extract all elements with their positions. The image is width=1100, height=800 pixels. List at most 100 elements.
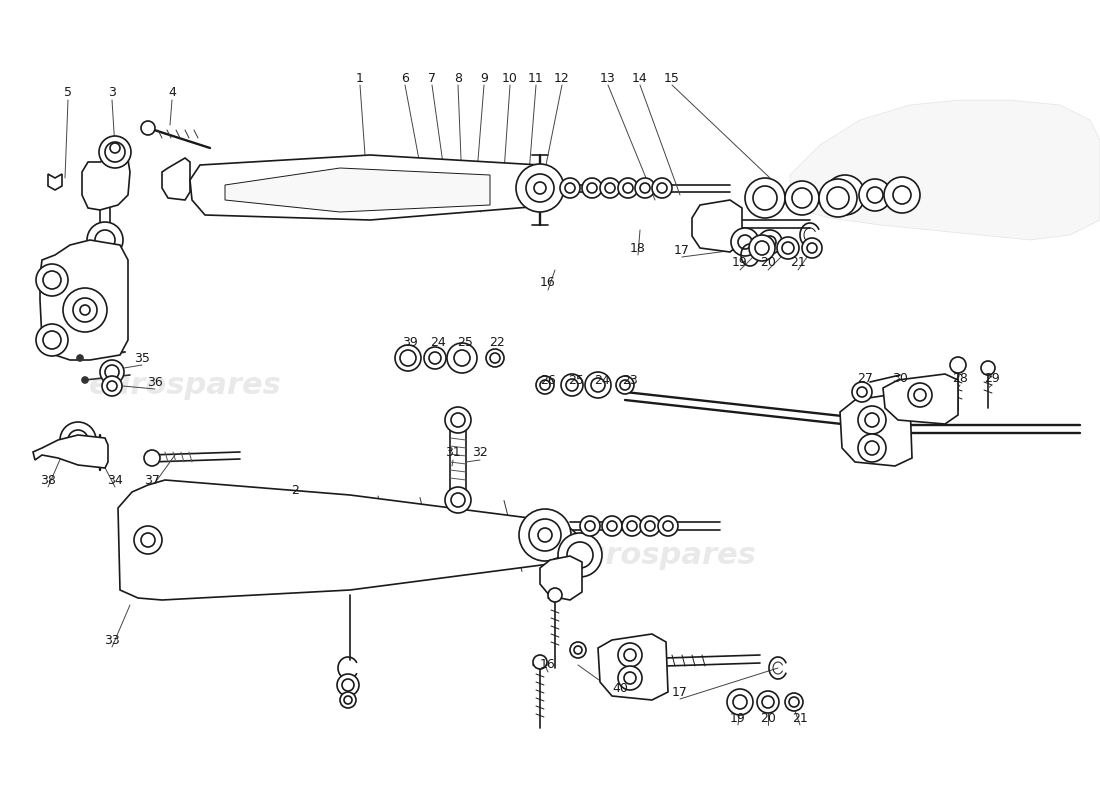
Circle shape (950, 357, 966, 373)
Circle shape (536, 376, 554, 394)
Polygon shape (540, 556, 582, 600)
Circle shape (623, 183, 632, 193)
Text: 37: 37 (144, 474, 159, 486)
Circle shape (490, 353, 500, 363)
Text: 23: 23 (623, 374, 638, 386)
Circle shape (36, 264, 68, 296)
Circle shape (540, 380, 550, 390)
Circle shape (395, 345, 421, 371)
Circle shape (102, 376, 122, 396)
Circle shape (789, 697, 799, 707)
Text: 39: 39 (403, 335, 418, 349)
Text: 25: 25 (458, 335, 473, 349)
Circle shape (454, 350, 470, 366)
Circle shape (640, 183, 650, 193)
Circle shape (755, 241, 769, 255)
Circle shape (566, 542, 593, 568)
Text: 29: 29 (984, 371, 1000, 385)
Circle shape (104, 142, 125, 162)
Circle shape (732, 228, 759, 256)
Text: 19: 19 (730, 711, 746, 725)
Circle shape (585, 521, 595, 531)
Circle shape (100, 360, 124, 384)
Polygon shape (118, 480, 580, 600)
Circle shape (99, 136, 131, 168)
Text: 8: 8 (454, 71, 462, 85)
Polygon shape (598, 634, 668, 700)
Circle shape (516, 164, 564, 212)
Polygon shape (190, 155, 560, 220)
Circle shape (529, 519, 561, 551)
Circle shape (857, 387, 867, 397)
Circle shape (538, 528, 552, 542)
Text: 16: 16 (540, 277, 556, 290)
Circle shape (526, 174, 554, 202)
Text: 26: 26 (540, 374, 556, 386)
Circle shape (429, 352, 441, 364)
Circle shape (110, 143, 120, 153)
Circle shape (68, 430, 88, 450)
Circle shape (602, 516, 621, 536)
Circle shape (733, 695, 747, 709)
Circle shape (587, 183, 597, 193)
Circle shape (104, 365, 119, 379)
Circle shape (627, 521, 637, 531)
Circle shape (785, 693, 803, 711)
Circle shape (618, 178, 638, 198)
Circle shape (534, 655, 547, 669)
Circle shape (621, 516, 642, 536)
Polygon shape (48, 174, 62, 190)
Text: 22: 22 (490, 335, 505, 349)
Circle shape (36, 324, 68, 356)
Circle shape (134, 526, 162, 554)
Polygon shape (840, 394, 912, 466)
Text: 38: 38 (40, 474, 56, 486)
Text: 1: 1 (356, 71, 364, 85)
Circle shape (745, 178, 785, 218)
Circle shape (835, 185, 855, 205)
Circle shape (785, 181, 820, 215)
Text: 24: 24 (430, 335, 446, 349)
Circle shape (620, 380, 630, 390)
Circle shape (758, 230, 782, 254)
Text: 9: 9 (480, 71, 488, 85)
Circle shape (534, 182, 546, 194)
Circle shape (570, 642, 586, 658)
Text: 17: 17 (672, 686, 688, 698)
Circle shape (825, 175, 865, 215)
Text: 16: 16 (540, 658, 556, 671)
Circle shape (635, 178, 654, 198)
Text: 33: 33 (104, 634, 120, 646)
Circle shape (107, 381, 117, 391)
Circle shape (60, 422, 96, 458)
Circle shape (618, 643, 642, 667)
Circle shape (618, 666, 642, 690)
Text: eurospares: eurospares (563, 541, 757, 570)
Text: 10: 10 (502, 71, 518, 85)
Circle shape (624, 649, 636, 661)
Circle shape (859, 179, 891, 211)
Circle shape (558, 533, 602, 577)
Polygon shape (33, 435, 108, 468)
Text: 28: 28 (953, 371, 968, 385)
Text: 31: 31 (446, 446, 461, 459)
Circle shape (645, 521, 654, 531)
Circle shape (858, 434, 886, 462)
Text: 20: 20 (760, 711, 775, 725)
Circle shape (73, 298, 97, 322)
Text: 2: 2 (292, 483, 299, 497)
Circle shape (792, 188, 812, 208)
Polygon shape (692, 200, 742, 252)
Circle shape (762, 696, 774, 708)
Circle shape (914, 389, 926, 401)
Polygon shape (82, 155, 130, 210)
Text: 6: 6 (402, 71, 409, 85)
Circle shape (827, 187, 849, 209)
Circle shape (908, 383, 932, 407)
Circle shape (807, 243, 817, 253)
Circle shape (858, 406, 886, 434)
Circle shape (981, 361, 996, 375)
Text: 36: 36 (147, 375, 163, 389)
Circle shape (884, 177, 920, 213)
Circle shape (820, 179, 857, 217)
